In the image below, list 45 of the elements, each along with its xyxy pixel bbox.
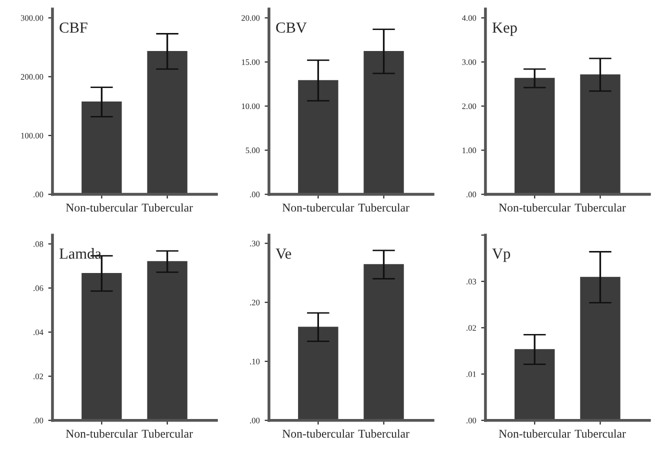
y-tick-label: 300.00 (20, 15, 44, 21)
x-tick-label: Tubercular (142, 429, 193, 438)
y-tick-label: .00 (34, 418, 44, 424)
y-tick-label: .20 (250, 300, 260, 306)
y-tick-label: 5.00 (246, 148, 260, 154)
y-tick-label: .00 (34, 192, 44, 198)
y-tick-label: .30 (250, 240, 260, 246)
y-tick-label: 200.00 (20, 74, 44, 80)
x-tick-label: Non-tubercular (282, 203, 354, 212)
x-tick-label: Non-tubercular (498, 429, 571, 438)
y-tick-label: 3.00 (462, 59, 476, 65)
x-tick-label: Tubercular (358, 203, 410, 212)
x-tick-label: Tubercular (574, 429, 626, 438)
x-tick-label: Non-tubercular (282, 429, 354, 438)
y-tick-label: .03 (466, 278, 476, 284)
y-tick-label: .02 (466, 325, 476, 331)
y-tick-label: .00 (250, 418, 260, 424)
y-tick-label: 1.00 (462, 148, 476, 154)
y-tick-label: .02 (34, 374, 43, 380)
y-tick-label: .00 (466, 192, 476, 198)
y-tick-label: .04 (34, 329, 44, 336)
y-tick-label: 15.00 (242, 59, 260, 65)
y-tick-label: .01 (466, 371, 476, 378)
x-tick-label: Tubercular (574, 203, 626, 212)
y-tick-label: .00 (466, 418, 476, 424)
y-tick-label: .06 (34, 285, 44, 292)
text: CBV (276, 22, 307, 33)
y-tick-label: 4.00 (462, 15, 476, 21)
y-tick-label: .08 (34, 241, 44, 247)
y-tick-label: .10 (250, 358, 260, 364)
y-tick-label: 10.00 (242, 103, 260, 110)
x-tick-label: Tubercular (142, 203, 193, 212)
x-tick-label: Non-tubercular (498, 203, 571, 212)
y-tick-label: 2.00 (462, 103, 476, 110)
x-tick-label: Non-tubercular (66, 203, 138, 212)
x-tick-label: Non-tubercular (66, 429, 138, 438)
text: Ve (276, 248, 292, 259)
text: CBF (60, 22, 88, 33)
x-tick-label: Tubercular (358, 429, 410, 438)
y-tick-label: .00 (250, 192, 260, 198)
y-tick-label: 20.00 (242, 15, 260, 21)
text: Vp (492, 248, 510, 262)
text: Kep (492, 22, 517, 36)
y-tick-label: 100.00 (21, 132, 44, 139)
text: Lamda (59, 248, 102, 259)
